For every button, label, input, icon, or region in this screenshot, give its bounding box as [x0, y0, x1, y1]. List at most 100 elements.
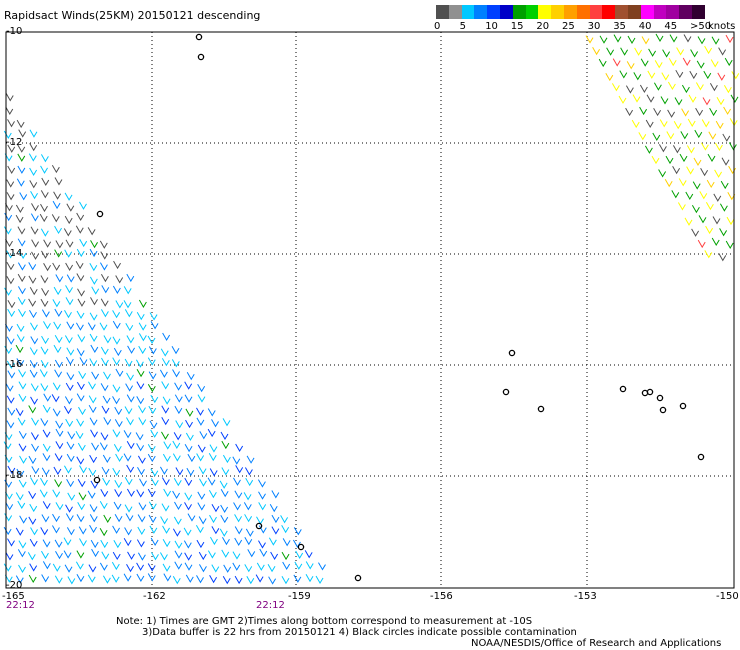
- wind-barb: [53, 344, 62, 354]
- wind-barb: [5, 383, 14, 392]
- wind-barb: [101, 551, 110, 560]
- wind-barb: [77, 478, 86, 488]
- wind-barb: [208, 452, 217, 462]
- wind-barb: [53, 286, 62, 296]
- wind-barb: [54, 369, 63, 378]
- wind-barb: [89, 276, 98, 285]
- island: [195, 33, 203, 41]
- wind-barb: [112, 384, 121, 393]
- wind-barb: [259, 548, 268, 557]
- wind-barb: [65, 262, 74, 272]
- wind-barb: [147, 488, 156, 498]
- wind-barb: [30, 336, 39, 345]
- wind-barb: [113, 501, 122, 511]
- wind-barb: [112, 467, 121, 477]
- wind-barb: [295, 550, 304, 560]
- wind-barb: [76, 310, 85, 319]
- legend-value: 10: [485, 21, 498, 32]
- wind-barb: [197, 383, 206, 393]
- wind-barb: [79, 465, 87, 474]
- wind-barb: [726, 216, 735, 226]
- wind-barb: [159, 466, 168, 475]
- wind-barb: [64, 215, 73, 225]
- wind-barb: [28, 405, 37, 414]
- wind-barb: [39, 369, 48, 378]
- wind-barb: [123, 430, 132, 439]
- wind-barb: [64, 465, 72, 474]
- wind-barb: [690, 49, 699, 58]
- wind-barb: [672, 145, 681, 154]
- wind-barb: [198, 516, 207, 525]
- wind-barb: [718, 47, 727, 56]
- wind-barb: [40, 346, 49, 355]
- wind-barb: [52, 382, 61, 391]
- legend-swatch: [666, 5, 680, 19]
- wind-barb: [222, 536, 230, 546]
- wind-barb: [222, 454, 231, 464]
- wind-barb: [55, 551, 63, 560]
- wind-barb: [160, 516, 169, 525]
- wind-barb: [186, 371, 195, 381]
- wind-barb: [174, 394, 183, 403]
- wind-barb: [76, 393, 85, 402]
- wind-barb: [161, 477, 170, 486]
- wind-barb: [711, 237, 720, 246]
- wind-barb: [41, 514, 50, 523]
- wind-barb: [147, 384, 156, 393]
- island: [646, 388, 654, 396]
- wind-barb: [76, 418, 85, 427]
- wind-barb: [17, 296, 26, 306]
- wind-barb: [159, 552, 168, 561]
- wind-barb: [671, 190, 680, 199]
- wind-barb: [725, 240, 734, 249]
- wind-barb: [256, 516, 264, 525]
- wind-barb: [78, 492, 87, 501]
- wind-barb: [625, 85, 634, 94]
- wind-barb: [160, 348, 169, 357]
- wind-barb: [99, 322, 108, 331]
- wind-barb: [124, 358, 133, 367]
- wind-barb: [77, 501, 86, 511]
- wind-barb: [17, 144, 26, 153]
- wind-barb: [63, 228, 72, 237]
- wind-barb: [15, 492, 24, 501]
- wind-barb: [707, 153, 716, 163]
- wind-barb: [716, 96, 725, 106]
- wind-barb: [30, 213, 39, 222]
- wind-barb: [15, 408, 24, 417]
- wind-barb: [243, 502, 252, 511]
- wind-barb: [7, 407, 16, 416]
- wind-barb: [100, 539, 109, 549]
- wind-barb: [79, 538, 87, 547]
- wind-barb: [40, 190, 49, 199]
- wind-barb: [198, 466, 207, 475]
- wind-barb: [77, 298, 86, 307]
- wind-barb: [4, 574, 13, 583]
- wind-barb: [55, 502, 64, 511]
- wind-barb: [18, 393, 27, 403]
- wind-barb: [196, 539, 205, 549]
- wind-barb: [126, 417, 134, 426]
- wind-barb: [52, 563, 61, 572]
- wind-barb: [30, 527, 38, 536]
- legend-swatch: [538, 5, 552, 19]
- wind-barb: [6, 179, 15, 188]
- wind-barb: [625, 107, 634, 117]
- wind-barb: [99, 527, 108, 537]
- wind-barb: [65, 297, 74, 306]
- wind-barb: [17, 500, 26, 510]
- legend-swatch: [640, 5, 655, 19]
- wind-barb: [102, 454, 111, 463]
- wind-barb: [52, 299, 61, 308]
- wind-barb: [3, 526, 12, 536]
- wind-barb: [211, 419, 219, 428]
- wind-barb: [667, 109, 676, 118]
- wind-barb: [147, 357, 156, 366]
- lat-label-10: -10: [6, 26, 23, 37]
- wind-barb: [693, 157, 702, 166]
- wind-barb: [697, 239, 706, 249]
- wind-barb: [255, 574, 264, 583]
- wind-barb: [220, 504, 229, 513]
- wind-barb: [258, 491, 266, 500]
- time-label-left: 22:12: [6, 600, 35, 611]
